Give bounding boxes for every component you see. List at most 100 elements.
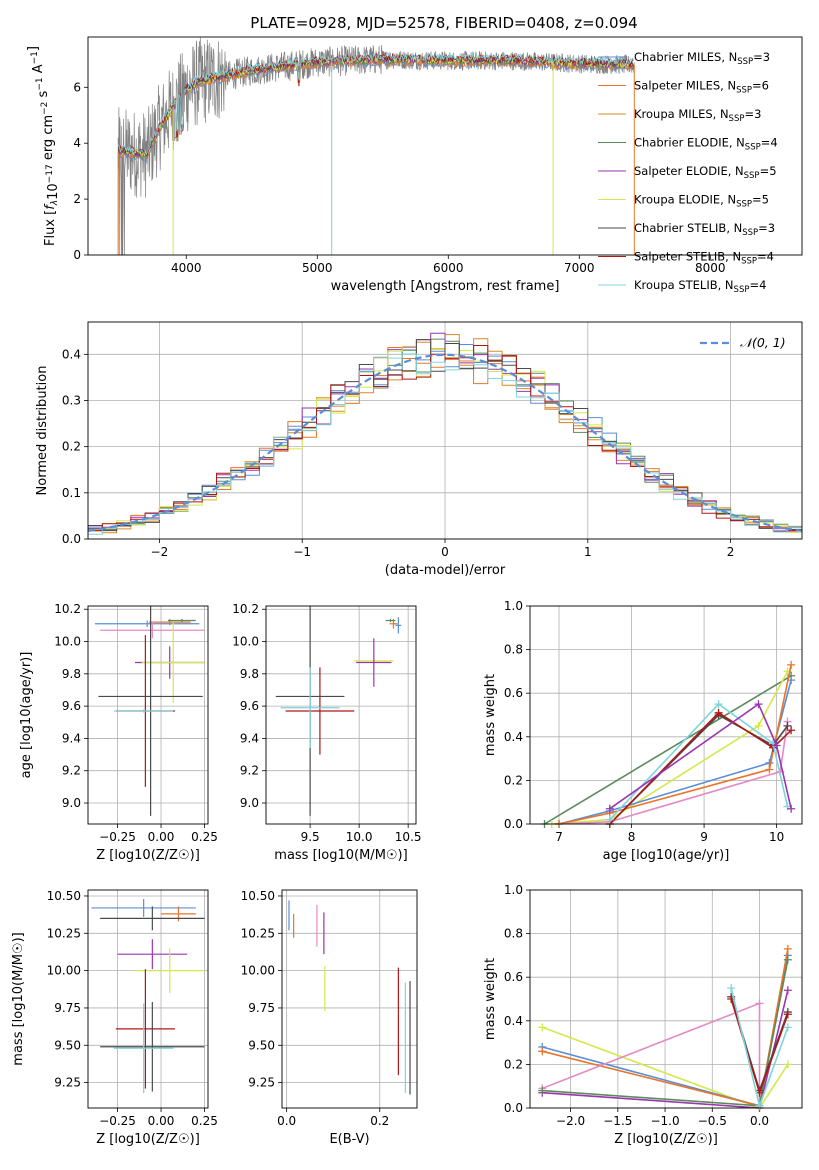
model-spectrum xyxy=(117,51,635,156)
axes-weight-vs-Z: −2.0 −1.5 −1.0 −0.5 0.0 0.0 0.2 0.4 0.6 0.8 1.0 xyxy=(504,883,802,1128)
legend-sub: SSP xyxy=(742,228,758,238)
y-tick-label: 2 xyxy=(73,192,81,206)
legend-sub: SSP xyxy=(737,57,753,67)
data-point xyxy=(168,618,196,623)
age-vs-mass-frame xyxy=(265,605,417,825)
label-part: −1 xyxy=(30,51,40,64)
legend-label: Salpeter MILES, NSSP=6 xyxy=(634,79,769,96)
weight-line xyxy=(558,721,789,824)
y-tick-label: 10.2 xyxy=(54,602,81,616)
y-tick-label: 0.6 xyxy=(504,686,523,700)
x-tick-label: −1.5 xyxy=(603,1114,632,1128)
x-axis-label: wavelength [Angstrom, rest frame] xyxy=(331,279,560,294)
weight-line xyxy=(609,702,792,810)
legend-label: Kroupa MILES, NSSP=3 xyxy=(634,107,761,124)
data-point xyxy=(148,618,191,626)
data-point xyxy=(395,617,402,634)
axes-mass-vs-EBV: 0.0 0.2 9.25 9.50 9.75 10.00 10.25 10.50 xyxy=(241,889,417,1128)
y-axis-label: mass weight xyxy=(483,674,498,756)
age-vs-Z-frame xyxy=(87,605,209,825)
y-axis-label: mass [log10(M/M☉)] xyxy=(11,932,26,1065)
x-tick-label: 0 xyxy=(441,545,449,559)
weight-vs-Z-frame xyxy=(529,889,803,1109)
label-part: 10 xyxy=(46,183,61,200)
weight-marker xyxy=(783,1010,792,1019)
y-tick-label: 9.25 xyxy=(248,1076,275,1090)
y-tick-label: 9.6 xyxy=(240,699,259,713)
y-axis-label: mass weight xyxy=(483,958,498,1040)
x-axis-label: Z [log10(Z/Z☉)] xyxy=(614,1132,718,1147)
plots: 4000 5000 6000 7000 8000 0 2 4 6 wavelength [Angs… xyxy=(11,36,803,1147)
x-tick-label: 0.25 xyxy=(191,830,218,844)
weight-marker xyxy=(605,815,614,824)
weight-marker xyxy=(727,984,736,993)
legend-sub: SSP xyxy=(736,86,752,96)
legend-lib: Salpeter STELIB, N xyxy=(634,250,741,264)
axes-age-vs-Z: −0.25 0.00 0.25 9.0 9.2 9.4 9.6 9.8 10.0 10.2 xyxy=(54,602,218,844)
weight-line xyxy=(558,664,792,824)
figure-title: PLATE=0928, MJD=52578, FIBERID=0408, z=0… xyxy=(250,14,637,32)
legend-label: Chabrier STELIB, NSSP=3 xyxy=(634,221,775,238)
legend-sub: SSP xyxy=(745,143,761,153)
x-tick-label: −2.0 xyxy=(556,1114,585,1128)
legend-sub: SSP xyxy=(744,171,760,181)
y-tick-label: 0.8 xyxy=(504,927,523,941)
x-tick-label: 2 xyxy=(727,545,735,559)
weight-marker xyxy=(783,944,792,953)
weight-line xyxy=(542,1026,789,1108)
legend-n: =3 xyxy=(744,107,761,121)
legend-sub: SSP xyxy=(736,200,752,210)
y-axis-label: Normed distribution xyxy=(35,366,50,496)
x-tick-label: −2 xyxy=(151,545,169,559)
weight-marker xyxy=(787,660,796,669)
weight-marker xyxy=(538,1023,547,1032)
x-axis-label: mass [log10(M/M☉)] xyxy=(274,848,407,863)
x-tick-label: 10.5 xyxy=(395,830,422,844)
weight-marker xyxy=(714,708,723,717)
y-tick-label: 10.0 xyxy=(232,635,259,649)
x-tick-label: 0.25 xyxy=(191,1114,218,1128)
x-tick-label: 5000 xyxy=(302,261,333,275)
y-tick-label: 10.50 xyxy=(241,889,275,903)
y-tick-label: 9.2 xyxy=(62,764,81,778)
data-point xyxy=(98,606,203,816)
y-tick-label: 10.50 xyxy=(47,889,81,903)
x-tick-label: 8 xyxy=(628,830,636,844)
weight-line xyxy=(609,703,789,821)
label-part: −2 xyxy=(40,102,50,115)
legend-lib: Chabrier ELODIE, N xyxy=(634,136,745,150)
label-part: −17 xyxy=(45,164,55,183)
weight-marker xyxy=(783,955,792,964)
weight-marker xyxy=(538,1086,547,1095)
y-tick-label: 9.75 xyxy=(248,1001,275,1015)
y-tick-label: 10.00 xyxy=(47,964,81,978)
spectrum-frame xyxy=(87,36,803,256)
x-tick-label: −1 xyxy=(293,545,311,559)
axes-weight-vs-age: 7 8 9 10 0.0 0.2 0.4 0.6 0.8 1.0 xyxy=(504,599,802,844)
y-tick-label: 9.2 xyxy=(240,764,259,778)
y-tick-label: 0.8 xyxy=(504,643,523,657)
axes-residuals: −2 −1 0 1 2 0.0 0.1 0.2 0.3 0.4 xyxy=(62,322,802,559)
y-tick-label: 0.4 xyxy=(62,347,81,361)
legend-sub: SSP xyxy=(741,257,757,267)
legend-sub: SSP xyxy=(734,285,750,295)
y-tick-label: 9.25 xyxy=(54,1076,81,1090)
legend-lib: Chabrier STELIB, N xyxy=(634,221,742,235)
weight-line xyxy=(551,671,789,824)
x-tick-label: 1 xyxy=(584,545,592,559)
y-tick-label: 4 xyxy=(73,136,81,150)
weight-marker xyxy=(538,1047,547,1056)
weight-line xyxy=(542,990,789,1108)
axes-age-vs-mass: 9.5 10.0 10.5 9.0 9.2 9.4 9.6 9.8 10.0 10.2 xyxy=(232,602,421,844)
weight-marker xyxy=(783,1060,792,1069)
y-tick-label: 0.1 xyxy=(62,486,81,500)
x-axis-label: (data-model)/error xyxy=(385,563,506,578)
y-tick-label: 0.0 xyxy=(504,817,523,831)
legend-label: Salpeter STELIB, NSSP=4 xyxy=(634,250,774,267)
legend-n: =4 xyxy=(757,250,774,264)
gaussian-curve xyxy=(88,353,802,532)
y-tick-label: 0 xyxy=(73,248,81,262)
legend-lib: Kroupa ELODIE, N xyxy=(634,193,736,207)
x-tick-label: −1.0 xyxy=(650,1114,679,1128)
